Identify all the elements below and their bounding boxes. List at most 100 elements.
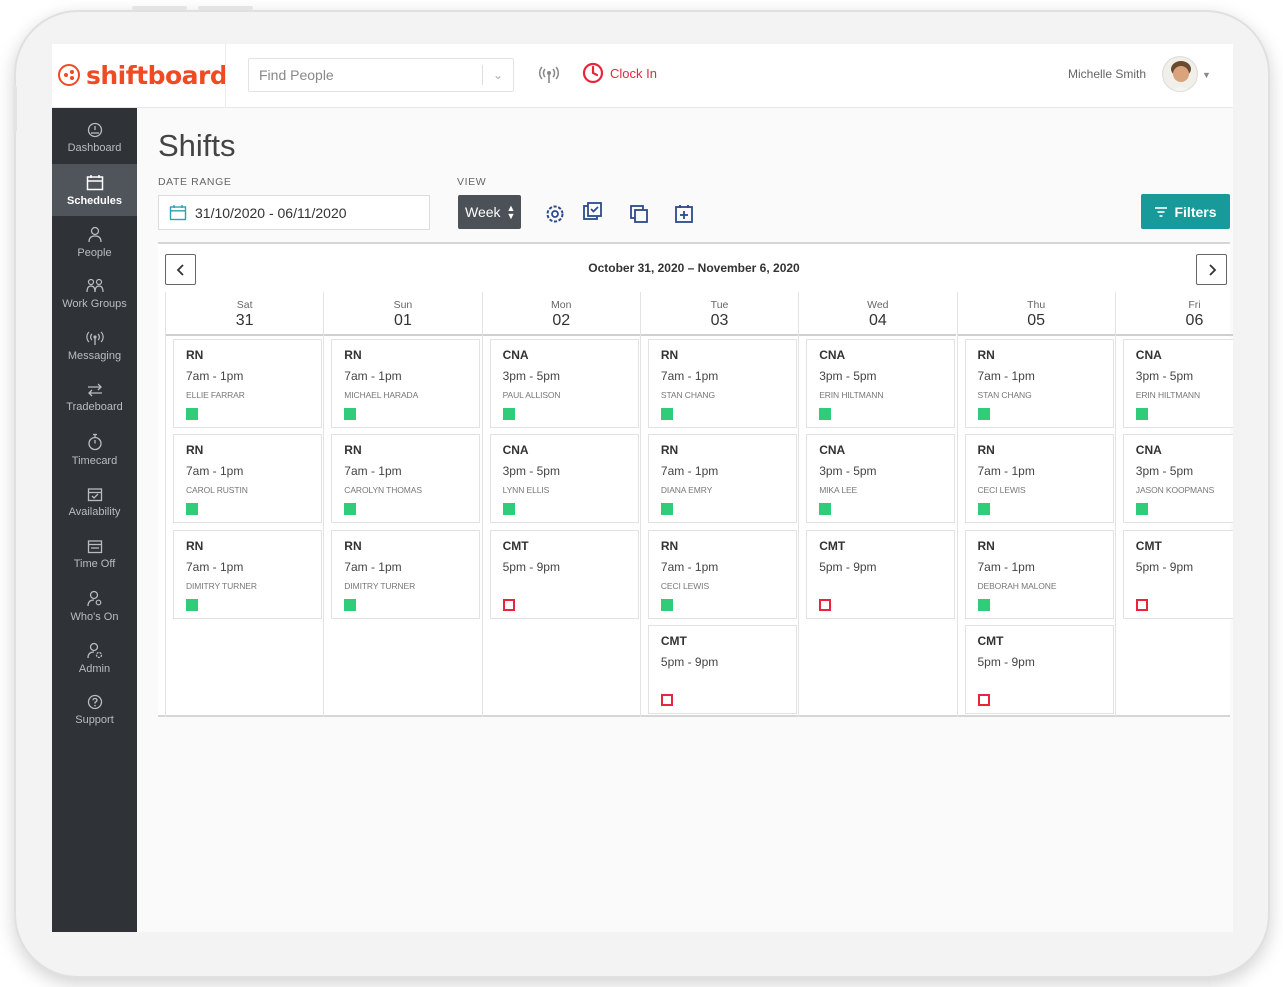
- shift-card[interactable]: RN 7am - 1pm MICHAEL HARADA: [331, 339, 481, 428]
- filled-shift-indicator: [344, 503, 357, 516]
- shift-assignee: CAROL RUSTIN: [186, 485, 248, 496]
- sidebar-item-time-off[interactable]: Time Off: [52, 528, 137, 580]
- broadcast-icon[interactable]: [538, 64, 560, 86]
- shift-role: CMT: [660, 633, 687, 648]
- shift-role: RN: [977, 443, 995, 458]
- date-range-input[interactable]: 31/10/2020 - 06/11/2020: [158, 195, 430, 230]
- day-number: 05: [1027, 312, 1046, 329]
- filled-shift-indicator: [977, 598, 990, 611]
- day-header: Fri 06: [1115, 292, 1233, 336]
- shift-role: RN: [186, 538, 204, 553]
- sidebar-item-work-groups[interactable]: Work Groups: [52, 268, 137, 320]
- sidebar-item-schedules[interactable]: Schedules: [52, 164, 137, 216]
- open-shift-indicator: [502, 598, 515, 611]
- view-select[interactable]: Week ▲ ▼: [458, 195, 521, 229]
- chevron-down-icon[interactable]: ⌄: [492, 68, 504, 82]
- prev-week-button[interactable]: [165, 254, 196, 285]
- shift-card[interactable]: CMT 5pm - 9pm: [806, 529, 956, 619]
- user-name[interactable]: Michelle Smith: [1068, 67, 1147, 81]
- logo-icon: [58, 64, 80, 86]
- settings-icon[interactable]: [544, 203, 566, 225]
- shift-card[interactable]: CNA 3pm - 5pm MIKA LEE: [806, 434, 956, 524]
- person-search-icon: [86, 590, 101, 606]
- shift-role: RN: [977, 538, 995, 553]
- filters-button[interactable]: Filters: [1141, 194, 1230, 229]
- sidebar-item-people[interactable]: People: [52, 216, 137, 268]
- shift-card[interactable]: CMT 5pm - 9pm: [1122, 529, 1233, 619]
- filled-shift-indicator: [344, 408, 357, 420]
- dashboard-icon: [87, 122, 102, 138]
- copy-schedule-icon[interactable]: [582, 201, 604, 223]
- add-shift-icon[interactable]: [673, 203, 695, 225]
- shift-time: 7am - 1pm: [977, 369, 1035, 383]
- filled-shift-indicator: [819, 408, 832, 420]
- day-column: Wed 04 CNA 3pm - 5pm ERIN HILTMANN CNA 3pm - 5…: [798, 292, 957, 717]
- shift-role: CNA: [819, 348, 846, 362]
- shift-role: CNA: [819, 443, 846, 458]
- shift-card[interactable]: CMT 5pm - 9pm: [964, 624, 1114, 714]
- shift-card[interactable]: CMT 5pm - 9pm: [647, 624, 797, 714]
- shift-card[interactable]: RN 7am - 1pm STAN CHANG: [647, 339, 797, 428]
- sidebar-item-messaging[interactable]: Messaging: [52, 320, 137, 372]
- shift-time: 7am - 1pm: [660, 369, 719, 383]
- day-column: Thu 05 RN 7am - 1pm STAN CHANG RN 7am - 1pm CEC…: [956, 292, 1115, 717]
- broadcast-icon: [85, 331, 104, 345]
- shift-assignee: JASON KOOPMANS: [1135, 485, 1215, 496]
- shift-card[interactable]: RN 7am - 1pm DIMITRY TURNER: [331, 529, 481, 619]
- shift-card[interactable]: CNA 3pm - 5pm JASON KOOPMANS: [1122, 434, 1233, 524]
- sidebar-item-timecard[interactable]: Timecard: [52, 424, 137, 476]
- shift-card[interactable]: RN 7am - 1pm STAN CHANG: [964, 339, 1114, 428]
- day-number: 03: [710, 312, 729, 329]
- sidebar-item-dashboard[interactable]: Dashboard: [52, 112, 137, 164]
- brand-logo[interactable]: shiftboard: [58, 58, 228, 92]
- day-column: Fri 06 CNA 3pm - 5pm ERIN HILTMANN CNA 3pm - 5…: [1114, 292, 1233, 717]
- shift-card[interactable]: CNA 3pm - 5pm LYNN ELLIS: [489, 434, 639, 524]
- clock-in-button[interactable]: Clock In: [582, 62, 657, 84]
- shift-role: RN: [344, 443, 362, 458]
- find-people-select[interactable]: Find People ⌄: [248, 58, 514, 92]
- shift-card[interactable]: CNA 3pm - 5pm PAUL ALLISON: [489, 339, 639, 428]
- shift-time: 3pm - 5pm: [502, 464, 560, 479]
- shift-card[interactable]: RN 7am - 1pm ELLIE FARRAR: [173, 339, 322, 428]
- shift-card[interactable]: RN 7am - 1pm DIANA EMRY: [647, 434, 797, 524]
- filled-shift-indicator: [1135, 408, 1148, 420]
- shift-time: 3pm - 5pm: [1135, 464, 1194, 479]
- filled-shift-indicator: [819, 503, 832, 516]
- app-screen: shiftboard Find People ⌄ Clock In Michel…: [52, 44, 1233, 932]
- duplicate-icon[interactable]: [628, 203, 650, 225]
- sidebar-item-admin[interactable]: Admin: [52, 632, 137, 684]
- shift-card[interactable]: RN 7am - 1pm DIMITRY TURNER: [173, 529, 322, 619]
- shift-card[interactable]: RN 7am - 1pm CECI LEWIS: [647, 529, 797, 619]
- shift-card[interactable]: RN 7am - 1pm CECI LEWIS: [964, 434, 1114, 524]
- sidebar-item-label: Who's On: [70, 610, 119, 623]
- filled-shift-indicator: [660, 408, 673, 420]
- day-number: 06: [1185, 312, 1204, 329]
- chevron-down-icon[interactable]: ▼: [1202, 70, 1211, 80]
- sidebar-item-availability[interactable]: Availability: [52, 476, 137, 528]
- shift-card[interactable]: CMT 5pm - 9pm: [489, 529, 639, 619]
- next-week-button[interactable]: [1196, 254, 1227, 285]
- shift-card[interactable]: RN 7am - 1pm CAROL RUSTIN: [173, 434, 322, 524]
- day-header: Sat 31: [166, 292, 324, 336]
- day-number: 01: [394, 312, 412, 329]
- day-column: Sun 01 RN 7am - 1pm MICHAEL HARADA RN 7am - 1p…: [323, 292, 482, 717]
- sidebar-item-whos-on[interactable]: Who's On: [52, 580, 137, 632]
- swap-icon: [87, 383, 102, 397]
- shift-card[interactable]: CNA 3pm - 5pm ERIN HILTMANN: [1122, 339, 1233, 428]
- day-name: Sat: [236, 299, 253, 311]
- shift-card[interactable]: RN 7am - 1pm CAROLYN THOMAS: [331, 434, 481, 524]
- shift-card[interactable]: CNA 3pm - 5pm ERIN HILTMANN: [806, 339, 956, 428]
- filled-shift-indicator: [977, 408, 990, 420]
- select-arrows-icon: ▲ ▼: [506, 203, 516, 221]
- avatar[interactable]: [1162, 56, 1198, 92]
- sidebar-item-tradeboard[interactable]: Tradeboard: [52, 372, 137, 424]
- sidebar-item-support[interactable]: Support: [52, 684, 137, 736]
- avatar-image: [1163, 57, 1197, 91]
- week-calendar: October 31, 2020 – November 6, 2020 Sat 3…: [158, 242, 1233, 717]
- shift-role: CNA: [1135, 443, 1162, 458]
- filled-shift-indicator: [1135, 503, 1148, 516]
- shift-card[interactable]: RN 7am - 1pm DEBORAH MALONE: [964, 529, 1114, 619]
- open-shift-indicator: [660, 693, 673, 706]
- day-name: Mon: [551, 299, 572, 311]
- day-number: 04: [868, 312, 887, 329]
